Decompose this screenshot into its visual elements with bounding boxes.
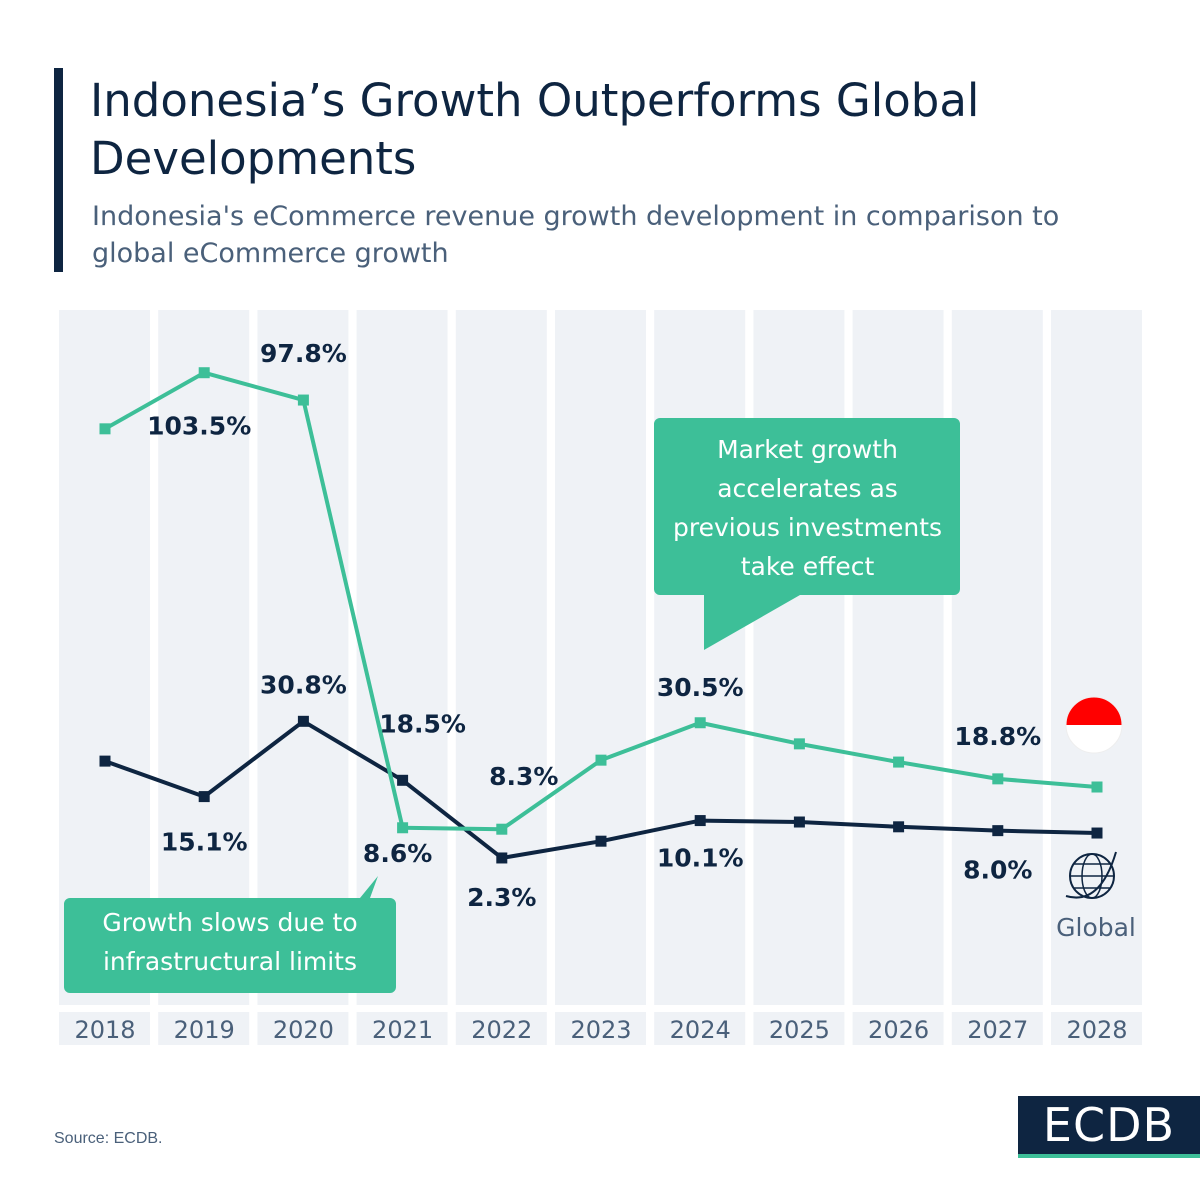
indonesia-point xyxy=(694,717,706,729)
indonesia-data-label: 8.3% xyxy=(489,762,558,791)
global-point xyxy=(99,755,111,767)
x-tick-label: 2022 xyxy=(471,1016,532,1044)
indonesia-point xyxy=(1091,781,1103,793)
indonesia-point xyxy=(297,394,309,406)
x-tick-label: 2021 xyxy=(372,1016,433,1044)
global-point xyxy=(595,835,607,847)
indonesia-data-label: 18.8% xyxy=(954,722,1041,751)
global-data-label: 8.0% xyxy=(963,856,1032,885)
callout-slowdown-box xyxy=(64,876,396,993)
indonesia-point xyxy=(397,822,409,834)
year-band xyxy=(951,310,1043,1005)
indonesia-data-label: 30.5% xyxy=(657,673,744,702)
year-band xyxy=(158,310,250,1005)
x-tick-label: 2028 xyxy=(1066,1016,1127,1044)
year-label-box xyxy=(951,1012,1043,1045)
global-point xyxy=(893,821,905,833)
year-label-box xyxy=(753,1012,845,1045)
callout-acceleration: Market growth accelerates as previous in… xyxy=(672,435,943,581)
global-point xyxy=(496,852,508,864)
year-label-box xyxy=(59,1012,150,1045)
indonesia-point xyxy=(198,367,210,379)
callout-acceleration-box xyxy=(654,418,960,650)
indonesia-data-label: 8.6% xyxy=(363,839,432,868)
x-tick-label: 2025 xyxy=(769,1016,830,1044)
global-point xyxy=(694,815,706,827)
x-tick-label: 2020 xyxy=(273,1016,334,1044)
ecdb-logo: ECDB xyxy=(1018,1096,1200,1158)
indonesia-point xyxy=(992,773,1004,785)
page-subtitle: Indonesia's eCommerce revenue growth dev… xyxy=(92,201,1060,269)
global-data-label: 15.1% xyxy=(161,828,248,857)
global-data-label: 30.8% xyxy=(260,670,347,699)
x-tick-label: 2027 xyxy=(967,1016,1028,1044)
global-point xyxy=(992,825,1004,837)
globe-orbit xyxy=(1065,851,1117,899)
global-data-label: 10.1% xyxy=(657,844,744,873)
year-band xyxy=(455,310,547,1005)
indonesia-data-label: 103.5% xyxy=(147,412,251,441)
global-point xyxy=(793,816,805,828)
global-point xyxy=(397,774,409,786)
title-accent-bar xyxy=(54,68,63,272)
flag-outline xyxy=(1065,696,1123,754)
year-band xyxy=(257,310,349,1005)
global-point xyxy=(198,791,210,803)
year-label-box xyxy=(455,1012,547,1045)
year-band xyxy=(852,310,944,1005)
page-title: Indonesia’s Growth Outperforms Global De… xyxy=(90,74,980,185)
year-label-box xyxy=(852,1012,944,1045)
x-tick-label: 2018 xyxy=(74,1016,135,1044)
x-tick-label: 2019 xyxy=(174,1016,235,1044)
year-label-box xyxy=(356,1012,448,1045)
indonesia-data-label: 97.8% xyxy=(260,339,347,368)
global-series-label: Global xyxy=(1056,913,1136,942)
year-band xyxy=(1051,310,1142,1005)
global-data-label: 18.5% xyxy=(379,709,466,738)
global-point xyxy=(297,715,309,727)
year-band xyxy=(654,310,746,1005)
year-label-box xyxy=(257,1012,349,1045)
source-note: Source: ECDB. xyxy=(54,1130,163,1147)
indonesia-point xyxy=(496,823,508,835)
x-tick-label: 2023 xyxy=(570,1016,631,1044)
year-band xyxy=(555,310,646,1005)
year-label-box xyxy=(1051,1012,1142,1045)
year-band xyxy=(753,310,845,1005)
indonesia-point xyxy=(793,738,805,750)
indonesia-point xyxy=(99,423,111,435)
global-point xyxy=(1091,827,1103,839)
x-tick-label: 2024 xyxy=(670,1016,731,1044)
global-data-label: 2.3% xyxy=(467,883,536,912)
callout-slowdown: Growth slows due to infrastructural limi… xyxy=(102,908,358,976)
indonesia-point xyxy=(595,754,607,766)
x-tick-label: 2026 xyxy=(868,1016,929,1044)
year-label-box xyxy=(555,1012,646,1045)
year-label-box xyxy=(654,1012,746,1045)
year-label-box xyxy=(158,1012,250,1045)
indonesia-point xyxy=(893,756,905,768)
